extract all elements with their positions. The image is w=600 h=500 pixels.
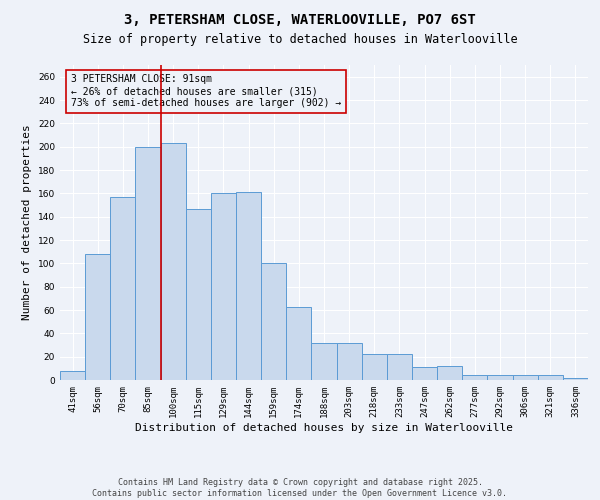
Bar [487, 376, 512, 380]
Bar [161, 143, 186, 380]
Bar [412, 367, 437, 380]
X-axis label: Distribution of detached houses by size in Waterlooville: Distribution of detached houses by size … [135, 422, 513, 432]
Bar [60, 370, 85, 380]
Bar [136, 146, 161, 380]
Text: 3, PETERSHAM CLOSE, WATERLOOVILLE, PO7 6ST: 3, PETERSHAM CLOSE, WATERLOOVILLE, PO7 6… [124, 12, 476, 26]
Bar [85, 254, 110, 380]
Bar [362, 354, 387, 380]
Bar [211, 194, 236, 380]
Text: 3 PETERSHAM CLOSE: 91sqm
← 26% of detached houses are smaller (315)
73% of semi-: 3 PETERSHAM CLOSE: 91sqm ← 26% of detach… [71, 74, 341, 108]
Bar [110, 197, 136, 380]
Bar [337, 342, 362, 380]
Bar [563, 378, 588, 380]
Bar [387, 354, 412, 380]
Bar [462, 376, 487, 380]
Y-axis label: Number of detached properties: Number of detached properties [22, 124, 32, 320]
Bar [512, 376, 538, 380]
Bar [236, 192, 261, 380]
Text: Contains HM Land Registry data © Crown copyright and database right 2025.
Contai: Contains HM Land Registry data © Crown c… [92, 478, 508, 498]
Text: Size of property relative to detached houses in Waterlooville: Size of property relative to detached ho… [83, 32, 517, 46]
Bar [286, 306, 311, 380]
Bar [437, 366, 462, 380]
Bar [186, 208, 211, 380]
Bar [538, 376, 563, 380]
Bar [311, 342, 337, 380]
Bar [261, 264, 286, 380]
